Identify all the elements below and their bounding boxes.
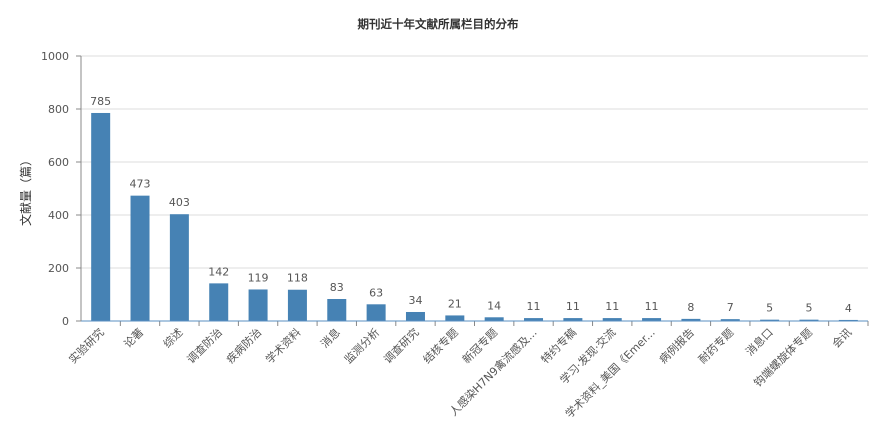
bar (602, 318, 622, 321)
x-tick-label: 实验研究 (66, 325, 107, 366)
bar-value-label: 473 (130, 178, 151, 191)
x-tick-label: 会讯 (830, 326, 855, 351)
bar (720, 319, 740, 321)
bar (524, 318, 544, 321)
bar-value-label: 4 (845, 302, 852, 315)
x-tick-label: 特约专稿 (538, 325, 579, 366)
bar-value-label: 11 (566, 300, 580, 313)
bar (445, 315, 465, 321)
y-axis-ticks: 0 200 400 600 800 1000 (41, 50, 81, 328)
bars (91, 112, 858, 321)
bar-value-label: 34 (408, 294, 422, 307)
x-tick-label: 疾病防治 (223, 325, 264, 366)
x-tick-label: 综述 (160, 325, 185, 350)
bar-value-label: 5 (766, 302, 773, 315)
bar-value-label: 8 (687, 301, 694, 314)
bar-value-label: 785 (90, 95, 111, 108)
bar-value-label: 21 (448, 297, 462, 310)
bar (91, 112, 111, 321)
bar (405, 311, 425, 321)
bar (287, 289, 307, 321)
y-tick-label: 400 (48, 209, 69, 222)
bar (209, 283, 229, 321)
x-tick-label: 调查防治 (184, 325, 225, 366)
bar-value-label: 403 (169, 196, 190, 209)
bar (169, 214, 189, 321)
y-tick-label: 600 (48, 156, 69, 169)
bar (327, 299, 347, 321)
y-tick-label: 200 (48, 262, 69, 275)
y-tick-label: 0 (62, 315, 69, 328)
y-tick-label: 800 (48, 103, 69, 116)
bar-value-label: 118 (287, 272, 308, 285)
bar-value-label: 7 (727, 301, 734, 314)
bar-value-label: 119 (248, 271, 269, 284)
bar (563, 318, 583, 321)
gridlines (81, 55, 868, 269)
chart-title: 期刊近十年文献所属栏目的分布 (358, 17, 519, 31)
bar-value-label: 5 (805, 302, 812, 315)
bar (799, 319, 819, 321)
bar (484, 317, 504, 321)
x-tick-label: 学术资料 (263, 325, 304, 366)
bar-value-label: 63 (369, 286, 383, 299)
x-tick-label: 耐药专题 (695, 325, 736, 366)
x-axis-ticks: 实验研究 论著 综述 调查防治 疾病防治 学术资料 消息 监测分析 调查研究 结核专题 新冠专题人感… (66, 321, 869, 421)
bar (366, 304, 386, 321)
y-axis-label: 文献量（篇） (18, 154, 33, 226)
bar-value-label: 11 (605, 300, 619, 313)
x-tick-label: 消息口 (743, 325, 776, 358)
bar (130, 195, 150, 321)
y-tick-label: 1000 (41, 50, 69, 63)
bar (760, 319, 780, 321)
bar (838, 319, 858, 321)
bar-value-label: 14 (487, 299, 501, 312)
bar (248, 289, 268, 321)
bar-value-label: 11 (527, 300, 541, 313)
bar-value-label: 83 (330, 281, 344, 294)
x-tick-label: 消息 (317, 325, 342, 350)
bar-value-label: 11 (645, 300, 659, 313)
x-tick-label: 调查研究 (381, 325, 422, 366)
bar (642, 318, 662, 321)
bar (681, 318, 701, 321)
x-tick-label: 结核专题 (420, 325, 461, 366)
x-tick-label: 病例报告 (656, 325, 697, 366)
x-tick-label: 新冠专题 (459, 325, 500, 366)
x-tick-label: 监测分析 (341, 325, 382, 366)
x-tick-label: 论著 (121, 325, 146, 350)
bar-value-label: 142 (208, 265, 229, 278)
